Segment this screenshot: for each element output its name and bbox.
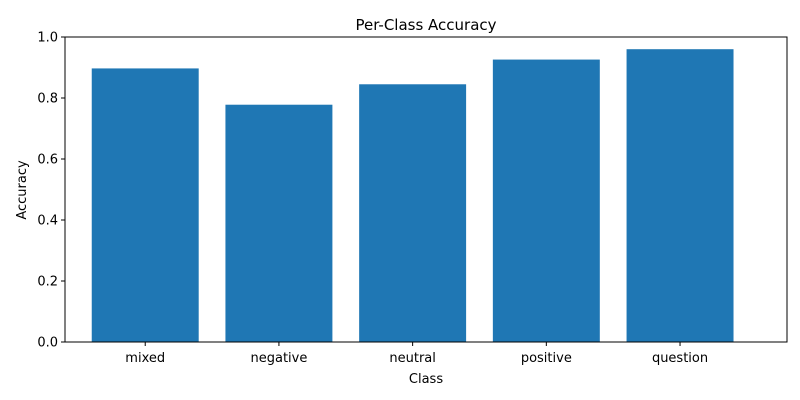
- y-tick-label: 0.4: [37, 214, 58, 229]
- bar-positive: [492, 59, 600, 342]
- plot-frame: [64, 36, 788, 343]
- y-tick-label: 0.2: [37, 275, 58, 290]
- y-tick-label: 0.0: [37, 336, 58, 351]
- x-tick-label: question: [652, 351, 708, 366]
- y-tick-label: 1.0: [37, 31, 58, 46]
- x-axis-ticks: mixed negative neutral positive question: [125, 342, 708, 366]
- x-tick-label: negative: [250, 351, 307, 366]
- y-tick-label: 0.6: [37, 153, 58, 168]
- x-tick-label: neutral: [389, 351, 436, 366]
- bar-negative: [225, 104, 333, 343]
- x-tick-label: mixed: [125, 351, 165, 366]
- y-axis-title: Accuracy: [15, 160, 30, 220]
- x-axis-title: Class: [409, 372, 443, 387]
- x-tick-label: positive: [521, 351, 572, 366]
- bars-group: [91, 49, 734, 343]
- y-tick-label: 0.8: [37, 92, 58, 107]
- y-axis-ticks: 0.0 0.2 0.4 0.6 0.8 1.0: [37, 31, 65, 351]
- bar-neutral: [359, 84, 467, 342]
- bar-mixed: [91, 68, 199, 343]
- chart-title: Per-Class Accuracy: [355, 16, 496, 34]
- bar-question: [626, 49, 734, 342]
